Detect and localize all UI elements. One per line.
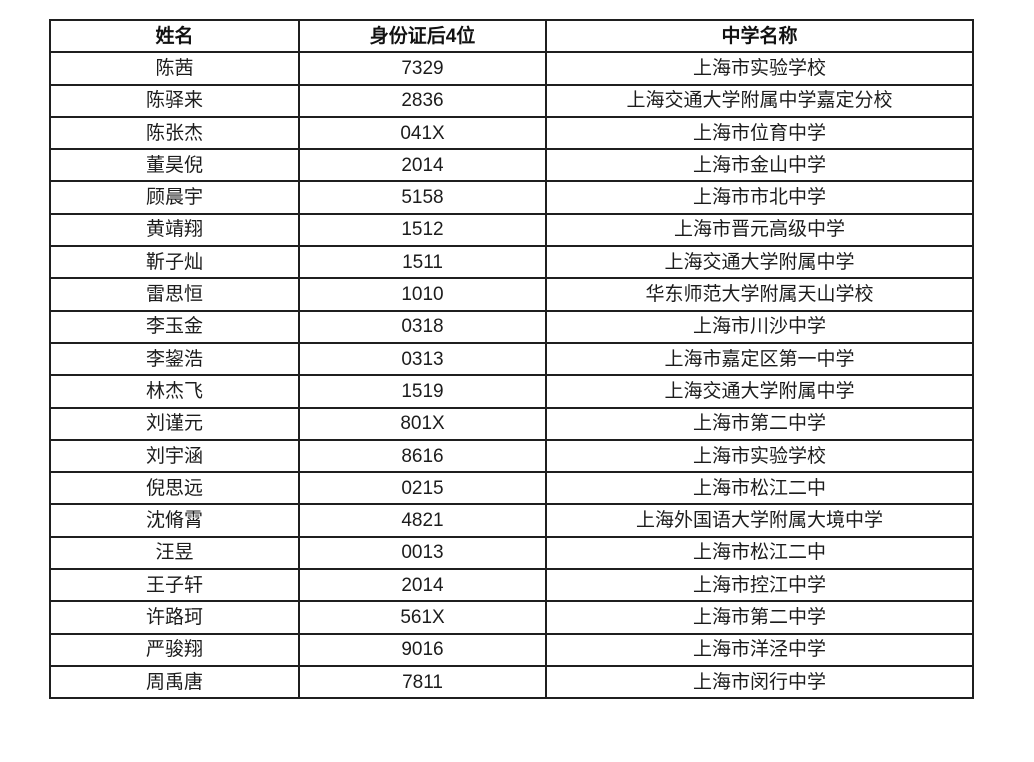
table-row: 刘谨元 801X 上海市第二中学 [49, 406, 974, 441]
cell-id-last4: 041X [298, 115, 547, 151]
cell-school: 上海交通大学附属中学嘉定分校 [545, 83, 974, 118]
cell-school: 上海外国语大学附属大境中学 [545, 503, 974, 538]
cell-school: 上海市控江中学 [545, 568, 974, 603]
cell-school: 上海市金山中学 [545, 148, 974, 183]
cell-school: 上海市洋泾中学 [545, 632, 974, 667]
cell-id-last4: 5158 [298, 180, 547, 215]
cell-name: 严骏翔 [49, 632, 300, 667]
table-body: 陈茜 7329 上海市实验学校 陈驿来 2836 上海交通大学附属中学嘉定分校 陈张杰 041… [49, 51, 974, 700]
cell-school: 上海市闵行中学 [545, 664, 974, 700]
header-row: 姓名 身份证后4位 中学名称 [49, 18, 974, 54]
cell-name: 周禹唐 [49, 664, 300, 700]
cell-school: 上海交通大学附属中学 [545, 245, 974, 280]
table-row: 陈驿来 2836 上海交通大学附属中学嘉定分校 [49, 83, 974, 118]
table-row: 周禹唐 7811 上海市闵行中学 [49, 664, 974, 700]
cell-name: 林杰飞 [49, 374, 300, 409]
cell-name: 雷思恒 [49, 277, 300, 312]
cell-id-last4: 1512 [298, 212, 547, 248]
cell-name: 陈张杰 [49, 115, 300, 151]
cell-name: 许路珂 [49, 600, 300, 635]
cell-name: 汪昱 [49, 535, 300, 571]
cell-name: 董昊倪 [49, 148, 300, 183]
cell-id-last4: 2014 [298, 148, 547, 183]
column-header-school: 中学名称 [545, 18, 974, 54]
student-roster-container: 姓名 身份证后4位 中学名称 陈茜 7329 上海市实验学校 陈驿来 2836 上海交通大… [49, 18, 974, 700]
student-roster-table: 姓名 身份证后4位 中学名称 陈茜 7329 上海市实验学校 陈驿来 2836 上海交通大… [49, 18, 974, 700]
table-row: 许路珂 561X 上海市第二中学 [49, 600, 974, 635]
cell-id-last4: 4821 [298, 503, 547, 538]
cell-name: 李鋆浩 [49, 341, 300, 377]
table-row: 李鋆浩 0313 上海市嘉定区第一中学 [49, 341, 974, 377]
cell-id-last4: 7329 [298, 51, 547, 86]
cell-id-last4: 561X [298, 600, 547, 635]
cell-id-last4: 7811 [298, 664, 547, 700]
column-header-id-last4: 身份证后4位 [298, 18, 547, 54]
cell-id-last4: 1010 [298, 277, 547, 312]
table-header: 姓名 身份证后4位 中学名称 [49, 18, 974, 54]
cell-name: 陈茜 [49, 51, 300, 86]
cell-name: 刘宇涵 [49, 438, 300, 474]
table-row: 雷思恒 1010 华东师范大学附属天山学校 [49, 277, 974, 312]
cell-school: 上海市实验学校 [545, 51, 974, 86]
cell-id-last4: 0013 [298, 535, 547, 571]
cell-school: 上海市川沙中学 [545, 309, 974, 344]
cell-school: 上海市市北中学 [545, 180, 974, 215]
cell-name: 靳子灿 [49, 245, 300, 280]
cell-school: 华东师范大学附属天山学校 [545, 277, 974, 312]
cell-id-last4: 0215 [298, 471, 547, 506]
table-row: 董昊倪 2014 上海市金山中学 [49, 148, 974, 183]
cell-id-last4: 8616 [298, 438, 547, 474]
cell-school: 上海市松江二中 [545, 471, 974, 506]
table-row: 汪昱 0013 上海市松江二中 [49, 535, 974, 571]
cell-name: 王子轩 [49, 568, 300, 603]
cell-school: 上海市实验学校 [545, 438, 974, 474]
cell-school: 上海市松江二中 [545, 535, 974, 571]
cell-school: 上海市第二中学 [545, 600, 974, 635]
table-row: 黄靖翔 1512 上海市晋元高级中学 [49, 212, 974, 248]
cell-id-last4: 0313 [298, 341, 547, 377]
cell-name: 李玉金 [49, 309, 300, 344]
cell-name: 沈脩霄 [49, 503, 300, 538]
table-row: 沈脩霄 4821 上海外国语大学附属大境中学 [49, 503, 974, 538]
cell-id-last4: 2836 [298, 83, 547, 118]
table-row: 靳子灿 1511 上海交通大学附属中学 [49, 245, 974, 280]
table-row: 陈茜 7329 上海市实验学校 [49, 51, 974, 86]
cell-name: 顾晨宇 [49, 180, 300, 215]
table-row: 李玉金 0318 上海市川沙中学 [49, 309, 974, 344]
cell-school: 上海交通大学附属中学 [545, 374, 974, 409]
cell-id-last4: 2014 [298, 568, 547, 603]
cell-school: 上海市第二中学 [545, 406, 974, 441]
cell-id-last4: 9016 [298, 632, 547, 667]
table-row: 陈张杰 041X 上海市位育中学 [49, 115, 974, 151]
table-row: 严骏翔 9016 上海市洋泾中学 [49, 632, 974, 667]
table-row: 倪思远 0215 上海市松江二中 [49, 471, 974, 506]
table-row: 顾晨宇 5158 上海市市北中学 [49, 180, 974, 215]
cell-id-last4: 801X [298, 406, 547, 441]
table-row: 林杰飞 1519 上海交通大学附属中学 [49, 374, 974, 409]
cell-school: 上海市位育中学 [545, 115, 974, 151]
cell-school: 上海市晋元高级中学 [545, 212, 974, 248]
cell-id-last4: 0318 [298, 309, 547, 344]
cell-school: 上海市嘉定区第一中学 [545, 341, 974, 377]
table-row: 刘宇涵 8616 上海市实验学校 [49, 438, 974, 474]
cell-name: 倪思远 [49, 471, 300, 506]
cell-name: 刘谨元 [49, 406, 300, 441]
cell-name: 黄靖翔 [49, 212, 300, 248]
cell-name: 陈驿来 [49, 83, 300, 118]
cell-id-last4: 1511 [298, 245, 547, 280]
table-row: 王子轩 2014 上海市控江中学 [49, 568, 974, 603]
cell-id-last4: 1519 [298, 374, 547, 409]
column-header-name: 姓名 [49, 18, 300, 54]
